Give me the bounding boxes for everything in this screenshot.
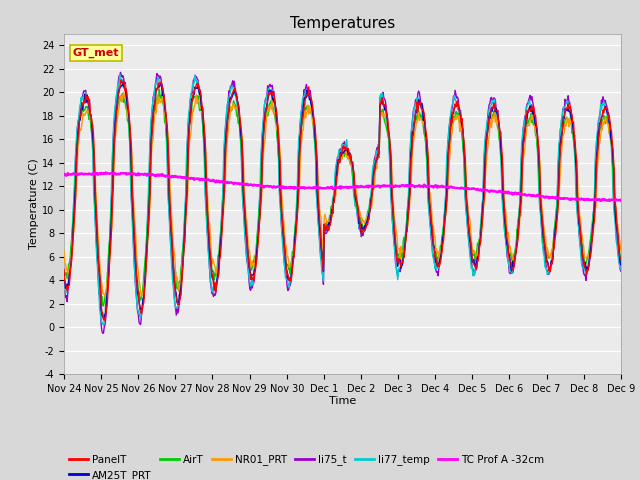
- li77_temp: [116, 72, 124, 77]
- li77_temp: [215, 252, 223, 258]
- TC Prof A -32cm: [60, 172, 68, 178]
- li77_temp: [100, 323, 108, 328]
- AirT: [617, 258, 625, 264]
- AM25T_PRT: [70, 213, 78, 219]
- TC Prof A -32cm: [597, 198, 605, 204]
- AirT: [215, 252, 223, 258]
- li77_temp: [129, 237, 137, 243]
- li77_temp: [60, 283, 68, 288]
- NR01_PRT: [617, 247, 625, 253]
- AirT: [186, 123, 193, 129]
- PanelT: [186, 121, 193, 127]
- TC Prof A -32cm: [411, 184, 419, 190]
- TC Prof A -32cm: [428, 183, 435, 189]
- li75_t: [428, 241, 436, 247]
- NR01_PRT: [129, 193, 137, 199]
- AirT: [60, 272, 68, 278]
- li75_t: [617, 268, 625, 274]
- TC Prof A -32cm: [102, 169, 109, 175]
- NR01_PRT: [102, 295, 109, 301]
- NR01_PRT: [70, 228, 78, 234]
- li75_t: [215, 259, 223, 265]
- li75_t: [99, 330, 107, 336]
- AM25T_PRT: [412, 108, 419, 114]
- li77_temp: [186, 105, 193, 111]
- Title: Temperatures: Temperatures: [290, 16, 395, 31]
- li75_t: [70, 198, 78, 204]
- Legend: PanelT, AM25T_PRT, AirT, NR01_PRT, li75_t, li77_temp, TC Prof A -32cm: PanelT, AM25T_PRT, AirT, NR01_PRT, li75_…: [69, 455, 545, 480]
- NR01_PRT: [215, 255, 223, 261]
- Line: NR01_PRT: NR01_PRT: [64, 93, 621, 298]
- AM25T_PRT: [428, 227, 436, 233]
- li77_temp: [412, 102, 419, 108]
- Text: GT_met: GT_met: [72, 48, 119, 58]
- li75_t: [129, 224, 137, 229]
- AM25T_PRT: [129, 208, 137, 214]
- Line: TC Prof A -32cm: TC Prof A -32cm: [64, 172, 621, 201]
- PanelT: [215, 271, 223, 277]
- AirT: [428, 227, 436, 232]
- Y-axis label: Temperature (C): Temperature (C): [29, 158, 39, 250]
- li75_t: [60, 281, 68, 287]
- TC Prof A -32cm: [185, 176, 193, 181]
- TC Prof A -32cm: [70, 171, 78, 177]
- TC Prof A -32cm: [128, 171, 136, 177]
- PanelT: [428, 222, 436, 228]
- Line: AirT: AirT: [64, 89, 621, 306]
- Line: li77_temp: li77_temp: [64, 74, 621, 325]
- AM25T_PRT: [119, 80, 127, 86]
- Line: AM25T_PRT: AM25T_PRT: [64, 83, 621, 319]
- PanelT: [118, 77, 125, 83]
- TC Prof A -32cm: [214, 178, 222, 184]
- AM25T_PRT: [215, 260, 223, 266]
- li77_temp: [70, 192, 78, 198]
- PanelT: [129, 200, 137, 206]
- AirT: [156, 86, 163, 92]
- li75_t: [186, 110, 193, 116]
- AM25T_PRT: [617, 262, 625, 268]
- NR01_PRT: [412, 126, 419, 132]
- NR01_PRT: [428, 212, 436, 217]
- PanelT: [617, 256, 625, 262]
- PanelT: [412, 111, 419, 117]
- AM25T_PRT: [100, 316, 108, 322]
- X-axis label: Time: Time: [329, 396, 356, 406]
- PanelT: [60, 266, 68, 272]
- NR01_PRT: [120, 90, 127, 96]
- li75_t: [116, 70, 124, 75]
- PanelT: [100, 317, 108, 323]
- li75_t: [412, 96, 419, 102]
- NR01_PRT: [186, 138, 193, 144]
- TC Prof A -32cm: [617, 198, 625, 204]
- AM25T_PRT: [60, 276, 68, 282]
- li77_temp: [617, 266, 625, 272]
- li77_temp: [428, 240, 436, 246]
- AirT: [412, 120, 419, 126]
- AirT: [100, 303, 108, 309]
- AirT: [128, 198, 136, 204]
- PanelT: [70, 219, 78, 225]
- NR01_PRT: [60, 249, 68, 254]
- AirT: [70, 203, 78, 209]
- Line: PanelT: PanelT: [64, 80, 621, 320]
- Line: li75_t: li75_t: [64, 72, 621, 333]
- AM25T_PRT: [186, 121, 193, 127]
